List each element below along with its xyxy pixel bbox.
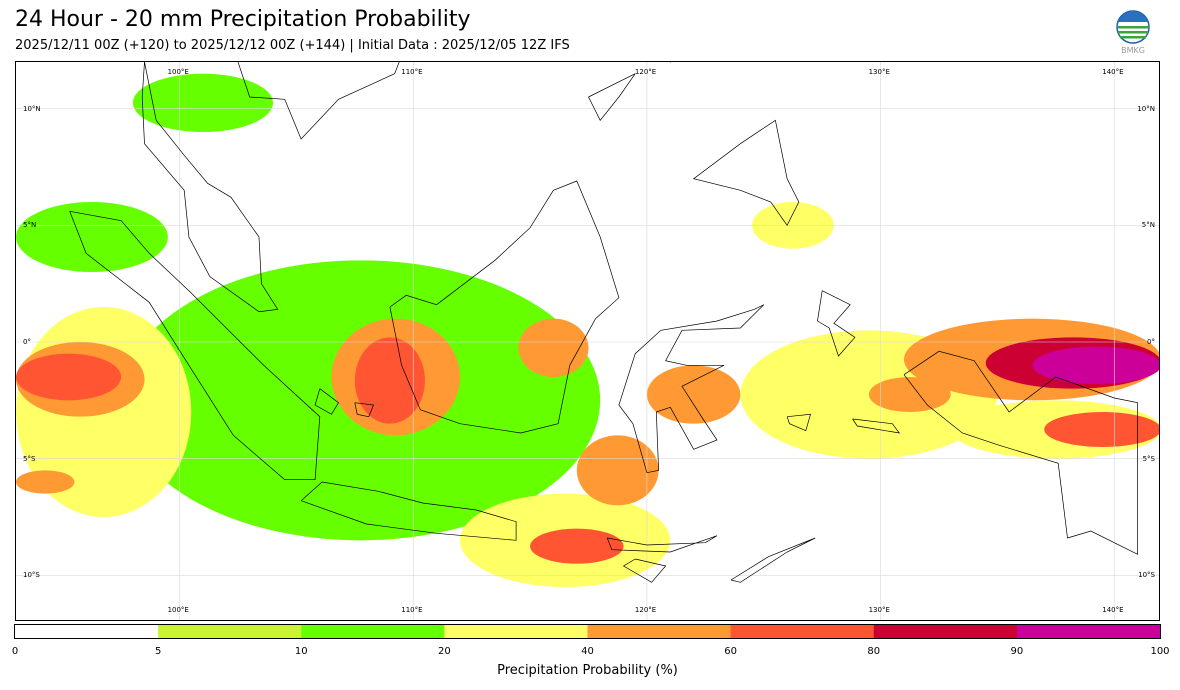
probability-region bbox=[132, 73, 274, 132]
coastline bbox=[852, 418, 901, 434]
coastline bbox=[141, 62, 279, 313]
lat-label-left: 5°N bbox=[23, 221, 37, 230]
probability-field bbox=[16, 73, 1159, 587]
probability-region bbox=[1044, 412, 1159, 447]
precipitation-map bbox=[16, 62, 1159, 620]
coastline bbox=[730, 537, 816, 583]
lat-label-right: 10°N bbox=[1137, 104, 1155, 113]
lon-label-bottom: 110°E bbox=[401, 606, 423, 614]
lon-label-top: 130°E bbox=[868, 68, 890, 76]
logo-text: BMKG bbox=[1121, 46, 1145, 55]
coastline bbox=[903, 350, 1138, 555]
coastline bbox=[622, 558, 667, 583]
bmkg-logo-icon: BMKG bbox=[1116, 10, 1150, 55]
colorbar-tick-label: 20 bbox=[438, 646, 451, 657]
colorbar-tick-label: 10 bbox=[294, 646, 308, 657]
lat-label-right: 5°S bbox=[1142, 454, 1155, 463]
colorbar-segment bbox=[873, 624, 1018, 639]
lat-label-left: 5°S bbox=[23, 454, 36, 463]
colorbar-tick-label: 0 bbox=[11, 646, 19, 657]
probability-region bbox=[868, 377, 951, 412]
colorbar-segment bbox=[444, 624, 588, 639]
probability-region bbox=[518, 318, 589, 378]
probability-region bbox=[646, 365, 741, 424]
graticule bbox=[16, 62, 1159, 620]
bmkg-logo: BMKG bbox=[1113, 10, 1153, 56]
lon-label-top: 100°E bbox=[167, 68, 189, 76]
colorbar-tick-label: 60 bbox=[724, 646, 737, 657]
probability-region bbox=[1032, 346, 1159, 384]
colorbar-label: Precipitation Probability (%) bbox=[497, 663, 678, 678]
colorbar-segment bbox=[1016, 624, 1161, 639]
coastline bbox=[300, 481, 517, 541]
lat-label-right: 10°S bbox=[1138, 571, 1155, 580]
probability-region bbox=[576, 435, 659, 506]
probability-region bbox=[16, 353, 122, 401]
lon-label-bottom: 120°E bbox=[634, 606, 657, 614]
lat-label-left: 10°S bbox=[23, 571, 40, 580]
lon-label-bottom: 140°E bbox=[1102, 606, 1124, 614]
coastline bbox=[817, 290, 856, 357]
coastline bbox=[69, 210, 321, 481]
lon-label-top: 120°E bbox=[634, 68, 657, 76]
lat-label-right: 5°N bbox=[1141, 221, 1155, 230]
colorbar-tick-label: 5 bbox=[154, 646, 162, 657]
lon-label-bottom: 130°E bbox=[868, 606, 890, 614]
coastline bbox=[786, 413, 811, 432]
probability-region bbox=[16, 202, 168, 272]
colorbar-segment bbox=[158, 624, 302, 639]
colorbar bbox=[14, 624, 1161, 639]
probability-region bbox=[530, 528, 624, 564]
coastline bbox=[692, 119, 800, 226]
map-subtitle: 2025/12/11 00Z (+120) to 2025/12/12 00Z … bbox=[15, 38, 570, 53]
colorbar-segment bbox=[587, 624, 732, 639]
coastline bbox=[237, 62, 400, 140]
coastline bbox=[618, 304, 765, 474]
colorbar-border bbox=[14, 624, 1161, 639]
coastline bbox=[314, 388, 339, 415]
map-panel: 100°E 110°E 120°E 130°E 140°E 100°E 110°E 120°… bbox=[15, 61, 1160, 621]
lon-label-bottom: 100°E bbox=[167, 606, 189, 614]
coastline bbox=[606, 535, 718, 553]
map-title: 24 Hour - 20 mm Precipitation Probabilit… bbox=[15, 7, 471, 32]
lat-label-left: 0° bbox=[23, 338, 31, 346]
lat-label-right: 0° bbox=[1147, 338, 1155, 346]
colorbar-tick-label: 90 bbox=[1010, 646, 1024, 657]
probability-region bbox=[354, 337, 425, 424]
colorbar-tick-label: 80 bbox=[867, 646, 881, 657]
lat-label-left: 10°N bbox=[23, 104, 41, 113]
coastline bbox=[588, 73, 636, 121]
lon-label-top: 110°E bbox=[401, 68, 423, 76]
colorbar-tick-label: 40 bbox=[581, 646, 594, 657]
probability-region bbox=[16, 470, 75, 494]
lon-label-top: 140°E bbox=[1102, 68, 1124, 76]
coastline bbox=[389, 180, 620, 434]
colorbar-tick-label: 100 bbox=[1150, 646, 1170, 657]
colorbar-segment bbox=[301, 624, 445, 639]
coastline bbox=[354, 402, 374, 418]
colorbar-segment bbox=[15, 624, 159, 639]
colorbar-segment bbox=[730, 624, 875, 639]
coastlines bbox=[69, 62, 1138, 583]
